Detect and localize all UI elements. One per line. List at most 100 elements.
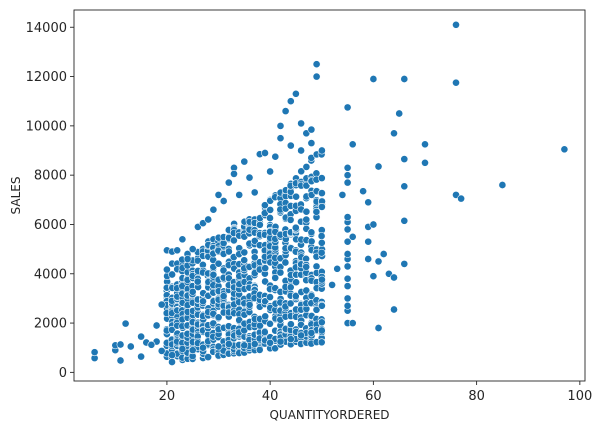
scatter-point xyxy=(255,346,264,354)
scatter-point xyxy=(364,198,373,207)
scatter-point xyxy=(343,262,352,271)
scatter-point xyxy=(297,119,305,128)
scatter-point xyxy=(307,125,316,134)
scatter-point xyxy=(312,305,321,314)
scatter-point xyxy=(286,335,295,343)
scatter-point xyxy=(297,331,305,340)
scatter-point xyxy=(219,292,228,300)
scatter-point xyxy=(343,282,352,290)
scatter-point xyxy=(199,297,207,306)
scatter-point xyxy=(307,237,316,246)
scatter-point xyxy=(318,301,326,310)
scatter-point xyxy=(209,270,218,279)
scatter-point xyxy=(214,342,223,351)
scatter-point xyxy=(400,75,409,83)
scatter-point xyxy=(307,139,316,147)
scatter-point xyxy=(312,207,321,216)
scatter-point xyxy=(168,351,176,359)
scatter-point xyxy=(312,60,321,69)
scatter-point xyxy=(292,89,300,98)
scatter-point xyxy=(137,352,145,361)
scatter-point xyxy=(302,263,311,271)
scatter-point xyxy=(297,167,306,176)
scatter-point xyxy=(457,194,465,203)
scatter-point xyxy=(147,340,156,349)
scatter-point xyxy=(199,343,207,352)
scatter-point xyxy=(400,260,409,268)
scatter-point xyxy=(266,167,274,176)
scatter-point xyxy=(260,328,269,336)
scatter-point xyxy=(261,149,269,157)
scatter-point xyxy=(348,232,357,241)
scatter-point xyxy=(292,192,300,201)
scatter-point xyxy=(250,188,259,197)
scatter-point xyxy=(286,141,295,150)
scatter-point xyxy=(343,225,352,234)
scatter-point xyxy=(312,72,321,81)
scatter-point xyxy=(302,215,311,224)
scatter-point xyxy=(204,353,212,361)
scatter-point xyxy=(271,344,279,353)
scatter-point xyxy=(266,338,274,347)
scatter-point xyxy=(193,277,202,286)
scatter-point xyxy=(348,319,357,327)
scatter-point xyxy=(348,140,357,149)
scatter-point xyxy=(318,189,326,197)
scatter-point xyxy=(116,340,125,349)
scatter-point xyxy=(318,275,326,284)
scatter-point xyxy=(343,103,352,112)
scatter-point xyxy=(343,163,352,172)
scatter-point xyxy=(178,345,187,353)
scatter-point xyxy=(230,170,238,178)
y-tick-label: 0 xyxy=(59,366,67,381)
scatter-point xyxy=(168,270,176,279)
scatter-point xyxy=(250,340,259,348)
scatter-point xyxy=(261,297,269,306)
scatter-point xyxy=(137,332,145,341)
scatter-point xyxy=(286,299,295,308)
scatter-point xyxy=(281,107,290,115)
scatter-point xyxy=(317,248,326,257)
scatter-point xyxy=(421,158,429,167)
scatter-point xyxy=(266,206,275,214)
scatter-point xyxy=(276,268,285,277)
x-axis-label: QUANTITYORDERED xyxy=(269,408,389,422)
scatter-point xyxy=(452,78,460,87)
scatter-point xyxy=(379,250,388,258)
plot-frame xyxy=(73,9,586,382)
scatter-point xyxy=(302,163,311,171)
scatter-point xyxy=(214,313,223,322)
scatter-point xyxy=(209,309,218,318)
scatter-point xyxy=(317,318,326,327)
y-tick-label: 2000 xyxy=(34,317,67,332)
scatter-point xyxy=(250,253,259,262)
scatter-point xyxy=(204,215,213,224)
scatter-point xyxy=(271,274,280,282)
scatter-point xyxy=(266,319,274,328)
scatter-point xyxy=(286,216,295,224)
scatter-point xyxy=(400,155,409,163)
scatter-point xyxy=(374,257,383,266)
x-tick-label: 100 xyxy=(567,389,592,404)
scatter-point xyxy=(369,220,378,229)
scatter-point xyxy=(560,145,569,154)
scatter-point xyxy=(343,237,352,246)
scatter-point xyxy=(312,262,321,271)
scatter-point xyxy=(498,181,507,189)
scatter-point xyxy=(178,235,187,244)
scatter-point xyxy=(261,264,270,273)
scatter-point xyxy=(245,173,254,182)
scatter-point xyxy=(261,312,270,321)
y-tick-label: 6000 xyxy=(34,218,67,233)
scatter-point xyxy=(276,134,285,143)
scatter-point xyxy=(317,232,326,240)
y-tick-label: 10000 xyxy=(26,119,67,134)
scatter-point xyxy=(116,356,125,365)
scatter-point xyxy=(297,146,305,155)
scatter-point xyxy=(240,157,249,166)
scatter-point xyxy=(214,191,223,199)
scatter-point xyxy=(390,129,398,138)
scatter-point xyxy=(276,122,285,130)
scatter-point xyxy=(214,259,223,268)
